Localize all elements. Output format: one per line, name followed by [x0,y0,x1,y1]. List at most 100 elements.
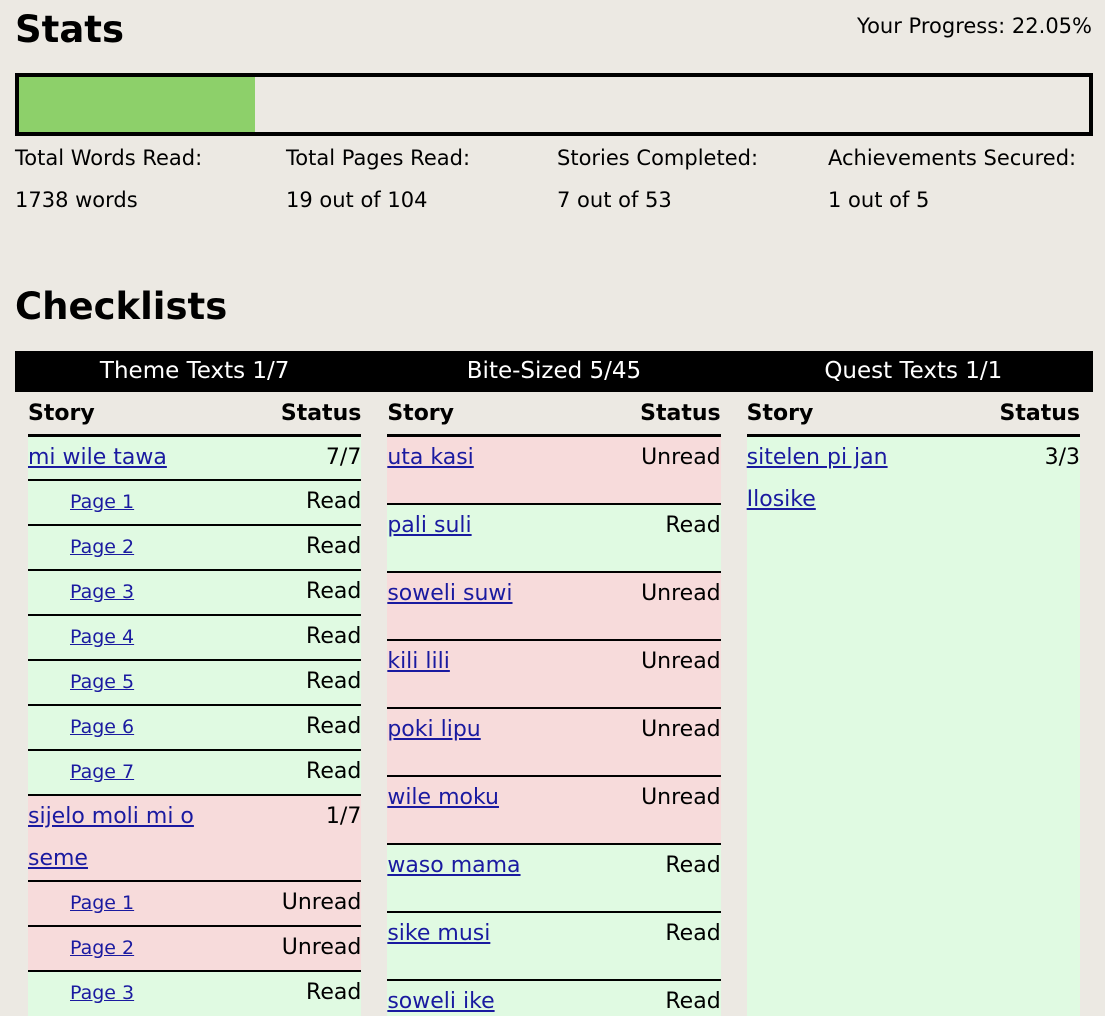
status: Read [306,980,362,1005]
page-row: Page 3 Read [28,571,362,616]
page-row: Page 5 Read [28,661,362,706]
story-row: sitelen pi jan Ilosike 3/3 [746,437,1080,1016]
story-link[interactable]: pali suli [387,513,472,538]
checklist-title: Bite-Sized 5/45 [374,351,734,392]
story-row: mi wile tawa 7/7 [28,437,362,481]
table-header: Story Status [28,392,362,437]
page-link[interactable]: Page 4 [70,626,135,648]
stats-title: Stats [15,8,125,51]
page-row: Page 2 Read [28,526,362,571]
table-header: Story Status [387,392,721,437]
stat-label: Stories Completed: [557,146,759,170]
story-row: sike musi Read [387,913,721,981]
column-header: Story [28,401,95,426]
checklist-table: Story Status sitelen pi jan Ilosike 3/3 [746,392,1080,1016]
checklist-table: Story Status mi wile tawa 7/7 Page 1 Read Page… [28,392,362,1016]
status: 7/7 [325,445,362,470]
checklist-table: Story Status uta kasi Unread pali suli Read so… [387,392,721,1016]
story-row: wile moku Unread [387,777,721,845]
progress-bar [15,73,1093,136]
stat-label: Total Words Read: [15,146,203,170]
story-link[interactable]: poki lipu [387,717,481,742]
story-row: pali suli Read [387,505,721,573]
checklist-title: Theme Texts 1/7 [15,351,375,392]
story-link[interactable]: sike musi [387,921,491,946]
status: Read [665,853,721,878]
status: Unread [641,717,721,742]
page-link[interactable]: Page 2 [70,536,135,558]
status: Read [306,579,362,604]
progress-text: Your Progress: 22.05% [857,14,1092,38]
status: Read [665,921,721,946]
stat-value: 1738 words [15,188,138,212]
stat-label: Achievements Secured: [828,146,1077,170]
column-header: Status [999,401,1080,426]
page-row: Page 3 Read [28,972,362,1016]
checklist: Theme Texts 1/7 Story Status mi wile tawa 7/… [15,351,375,1016]
story-row: kili lili Unread [387,641,721,709]
page-link[interactable]: Page 5 [70,671,135,693]
status: Read [665,513,721,538]
story-row: soweli ike Read [387,981,721,1016]
status: Read [306,534,362,559]
page-row: Page 7 Read [28,751,362,796]
page-link[interactable]: Page 6 [70,716,135,738]
page-link[interactable]: Page 1 [70,491,135,513]
story-row: uta kasi Unread [387,437,721,505]
status: Unread [641,445,721,470]
page-link[interactable]: Page 1 [70,892,135,914]
status: Read [306,624,362,649]
stat: Stories Completed: 7 out of 53 [557,144,817,228]
story-link[interactable]: soweli suwi [387,581,513,606]
status: 1/7 [325,804,362,829]
progress-fill [19,77,255,132]
status: Read [306,489,362,514]
table-header: Story Status [746,392,1080,437]
column-header: Story [387,401,454,426]
checklist-title: Quest Texts 1/1 [733,351,1093,392]
story-row: waso mama Read [387,845,721,913]
status: Read [665,989,721,1014]
stat-value: 1 out of 5 [828,188,930,212]
story-link[interactable]: sijelo moli mi o seme [28,804,194,871]
story-link[interactable]: uta kasi [387,445,474,470]
story-row: soweli suwi Unread [387,573,721,641]
story-link[interactable]: soweli ike [387,989,495,1014]
checklists: Theme Texts 1/7 Story Status mi wile tawa 7/… [15,351,1093,1016]
story-link[interactable]: waso mama [387,853,521,878]
stat: Total Pages Read: 19 out of 104 [286,144,546,228]
story-link[interactable]: sitelen pi jan Ilosike [746,445,888,512]
status: Read [306,669,362,694]
status: 3/3 [1044,445,1080,470]
status: Unread [281,890,362,915]
story-link[interactable]: mi wile tawa [28,445,167,470]
story-link[interactable]: kili lili [387,649,450,674]
status: Unread [641,649,721,674]
stat-value: 7 out of 53 [557,188,672,212]
stat: Total Words Read: 1738 words [15,144,275,228]
column-header: Status [640,401,721,426]
checklist: Quest Texts 1/1 Story Status sitelen pi jan… [733,351,1093,1016]
story-row: sijelo moli mi o seme 1/7 [28,796,362,882]
page-link[interactable]: Page 3 [70,581,135,603]
status: Unread [281,935,362,960]
page-row: Page 6 Read [28,706,362,751]
page-row: Page 1 Unread [28,882,362,927]
stat-label: Total Pages Read: [286,146,471,170]
page-link[interactable]: Page 3 [70,982,135,1004]
checklists-title: Checklists [15,285,228,328]
page-row: Page 1 Read [28,481,362,526]
page-link[interactable]: Page 2 [70,937,135,959]
story-link[interactable]: wile moku [387,785,499,810]
column-header: Story [746,401,814,426]
status: Unread [641,785,721,810]
status: Read [306,759,362,784]
page-row: Page 4 Read [28,616,362,661]
story-row: poki lipu Unread [387,709,721,777]
stat: Achievements Secured: 1 out of 5 [828,144,1088,228]
status: Unread [641,581,721,606]
stat-value: 19 out of 104 [286,188,428,212]
page-link[interactable]: Page 7 [70,761,135,783]
status: Read [306,714,362,739]
